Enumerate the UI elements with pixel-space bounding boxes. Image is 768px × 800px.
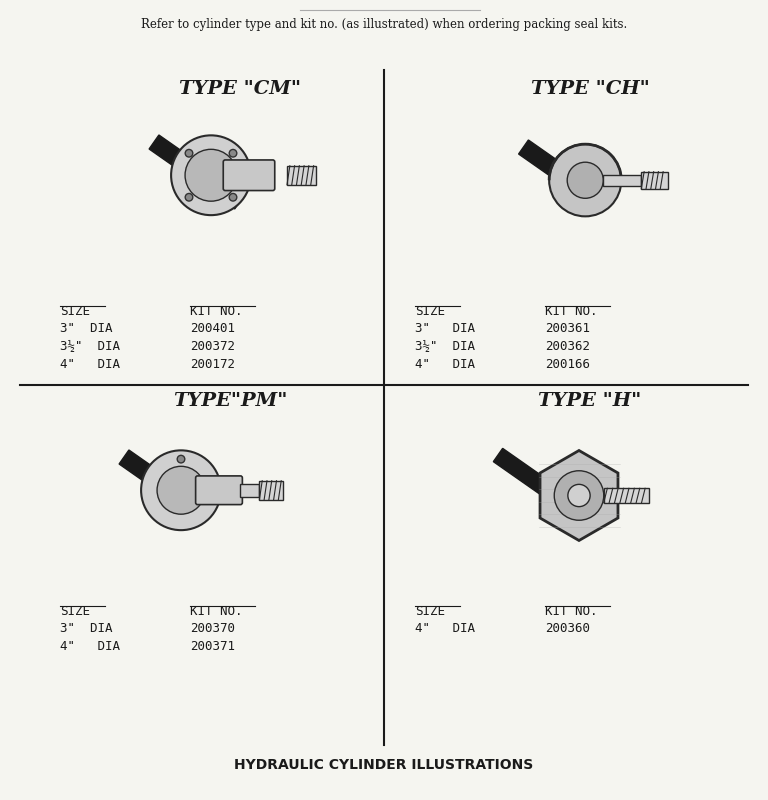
Circle shape bbox=[185, 150, 193, 157]
Text: SIZE: SIZE bbox=[60, 305, 90, 318]
Circle shape bbox=[185, 150, 237, 201]
Text: 200172: 200172 bbox=[190, 358, 235, 371]
Text: 4"   DIA: 4" DIA bbox=[415, 622, 475, 635]
Text: 3"  DIA: 3" DIA bbox=[60, 622, 112, 635]
Polygon shape bbox=[540, 450, 618, 541]
Polygon shape bbox=[518, 140, 606, 209]
Text: 3½"  DIA: 3½" DIA bbox=[415, 340, 475, 353]
Circle shape bbox=[157, 466, 205, 514]
Circle shape bbox=[554, 470, 604, 520]
Bar bbox=[604, 174, 641, 186]
Circle shape bbox=[568, 162, 604, 198]
Text: 200370: 200370 bbox=[190, 622, 235, 635]
Text: KIT NO.: KIT NO. bbox=[545, 305, 598, 318]
Text: 4"   DIA: 4" DIA bbox=[60, 358, 120, 371]
Bar bbox=[641, 172, 668, 189]
Text: 3"  DIA: 3" DIA bbox=[60, 322, 112, 335]
Text: 200360: 200360 bbox=[545, 622, 590, 635]
Circle shape bbox=[549, 144, 621, 216]
Text: SIZE: SIZE bbox=[415, 605, 445, 618]
Bar bbox=[287, 166, 316, 185]
Text: 200371: 200371 bbox=[190, 640, 235, 653]
Polygon shape bbox=[149, 135, 244, 209]
Circle shape bbox=[229, 194, 237, 201]
Text: Refer to cylinder type and kit no. (as illustrated) when ordering packing seal k: Refer to cylinder type and kit no. (as i… bbox=[141, 18, 627, 31]
Text: TYPE "CM": TYPE "CM" bbox=[179, 80, 301, 98]
Bar bbox=[604, 488, 649, 502]
Text: TYPE "H": TYPE "H" bbox=[538, 392, 641, 410]
Text: SIZE: SIZE bbox=[415, 305, 445, 318]
Text: TYPE"PM": TYPE"PM" bbox=[173, 392, 287, 410]
Text: TYPE "CH": TYPE "CH" bbox=[531, 80, 650, 98]
Text: 200166: 200166 bbox=[545, 358, 590, 371]
Text: KIT NO.: KIT NO. bbox=[545, 605, 598, 618]
Text: 3"   DIA: 3" DIA bbox=[415, 322, 475, 335]
Polygon shape bbox=[119, 450, 207, 518]
Text: HYDRAULIC CYLINDER ILLUSTRATIONS: HYDRAULIC CYLINDER ILLUSTRATIONS bbox=[234, 758, 534, 772]
Text: 4"   DIA: 4" DIA bbox=[60, 640, 120, 653]
Circle shape bbox=[141, 450, 221, 530]
Circle shape bbox=[171, 135, 251, 215]
Text: KIT NO.: KIT NO. bbox=[190, 605, 243, 618]
Bar bbox=[240, 483, 260, 497]
Text: 200372: 200372 bbox=[190, 340, 235, 353]
Bar bbox=[260, 481, 283, 500]
Text: 4"   DIA: 4" DIA bbox=[415, 358, 475, 371]
Polygon shape bbox=[493, 448, 569, 508]
Text: 200361: 200361 bbox=[545, 322, 590, 335]
FancyBboxPatch shape bbox=[223, 160, 275, 190]
Circle shape bbox=[177, 455, 185, 463]
Text: KIT NO.: KIT NO. bbox=[190, 305, 243, 318]
Circle shape bbox=[185, 194, 193, 201]
FancyBboxPatch shape bbox=[196, 476, 243, 505]
Text: 3½"  DIA: 3½" DIA bbox=[60, 340, 120, 353]
Circle shape bbox=[229, 150, 237, 157]
Circle shape bbox=[568, 484, 590, 506]
Text: 200401: 200401 bbox=[190, 322, 235, 335]
Text: SIZE: SIZE bbox=[60, 605, 90, 618]
Text: 200362: 200362 bbox=[545, 340, 590, 353]
